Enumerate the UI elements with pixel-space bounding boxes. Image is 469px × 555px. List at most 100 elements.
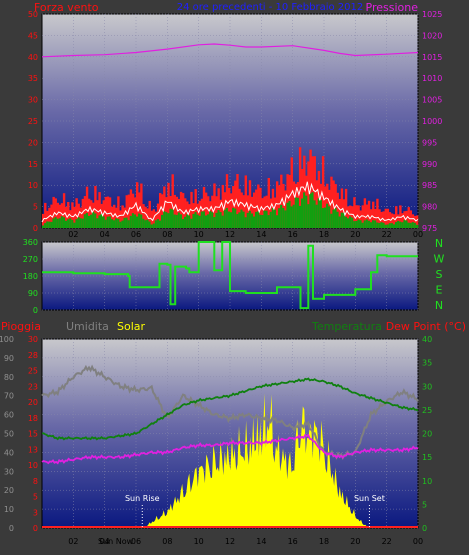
avg-wind-bar xyxy=(75,219,78,228)
gust-bar xyxy=(361,205,364,228)
gust-bar xyxy=(225,174,229,228)
avg-wind-bar xyxy=(121,220,124,228)
avg-wind-bar xyxy=(133,214,137,228)
avg-wind-bar xyxy=(217,210,220,228)
avg-wind-bar xyxy=(246,212,250,228)
wind-label: Forza vento xyxy=(34,1,99,14)
avg-wind-bar xyxy=(372,220,375,228)
avg-wind-bar xyxy=(152,223,156,228)
avg-wind-bar xyxy=(50,221,53,228)
x-tick-label: 16 xyxy=(288,230,298,239)
avg-wind-bar xyxy=(73,222,76,228)
gust-bar xyxy=(236,174,239,228)
avg-wind-bar xyxy=(259,214,262,228)
avg-wind-bar xyxy=(127,220,131,228)
x-tick-label: 16 xyxy=(288,537,298,546)
compass-label: N xyxy=(435,237,443,250)
avg-wind-bar xyxy=(405,220,408,228)
avg-wind-bar xyxy=(280,204,283,228)
rain-tick-label: 30 xyxy=(28,335,38,344)
gust-bar xyxy=(133,197,137,228)
humidity-tick-label: 100 xyxy=(0,335,14,344)
gust-bar xyxy=(85,186,89,228)
wind-tick-label: 35 xyxy=(28,74,38,83)
avg-wind-bar xyxy=(336,211,339,228)
gust-bar xyxy=(315,180,319,228)
gust-bar xyxy=(52,196,55,228)
x-tick-label: 04 xyxy=(100,230,110,239)
avg-wind-bar xyxy=(161,214,164,228)
pressure-tick-label: 1000 xyxy=(422,117,442,126)
gust-bar xyxy=(392,214,396,228)
gust-bar xyxy=(307,161,310,228)
avg-wind-bar xyxy=(257,211,260,228)
pressure-tick-label: 1010 xyxy=(422,74,442,83)
avg-wind-bar xyxy=(252,216,256,228)
gust-bar xyxy=(202,186,206,228)
avg-wind-bar xyxy=(411,222,415,228)
avg-wind-bar xyxy=(311,192,314,228)
avg-wind-bar xyxy=(196,214,199,228)
temperature-line xyxy=(41,377,419,441)
avg-wind-bar xyxy=(108,216,112,228)
gust-bar xyxy=(108,197,112,228)
gust-bar xyxy=(248,180,252,228)
pressure-tick-label: 1025 xyxy=(422,10,442,19)
avg-wind-bar xyxy=(179,214,183,228)
chart-title: 24 ore precedenti - 10 Febbraio 2012 xyxy=(177,2,364,13)
pressure-tick-label: 995 xyxy=(422,138,437,147)
gust-bar xyxy=(380,211,383,228)
avg-wind-bar xyxy=(403,220,406,228)
gust-bar xyxy=(278,185,281,228)
x-tick-label: 12 xyxy=(225,230,235,239)
avg-wind-bar xyxy=(305,195,308,228)
wind-pressure-series xyxy=(41,43,419,228)
gust-bar xyxy=(284,190,287,228)
avg-wind-bar xyxy=(219,211,222,228)
rain-tick-label: 28 xyxy=(28,351,38,360)
temp-tick-label: 25 xyxy=(422,406,432,415)
sun-rise-label: Sun Rise xyxy=(125,494,160,503)
avg-wind-bar xyxy=(42,225,45,228)
wind-line xyxy=(41,181,419,223)
avg-wind-bar xyxy=(332,209,335,228)
avg-wind-bar xyxy=(52,218,55,228)
avg-wind-bar xyxy=(92,211,95,228)
avg-wind-bar xyxy=(378,223,381,228)
avg-wind-bar xyxy=(307,204,310,228)
pressure-label: Pressione xyxy=(366,1,419,14)
gust-bar xyxy=(44,202,47,228)
avg-wind-bar xyxy=(129,215,133,228)
avg-wind-bar xyxy=(209,211,212,228)
avg-wind-bar xyxy=(330,213,333,228)
avg-wind-bar xyxy=(386,224,390,228)
gust-bar xyxy=(148,200,151,228)
gust-bar xyxy=(58,204,62,228)
avg-wind-bar xyxy=(355,221,358,228)
avg-wind-bar xyxy=(369,222,373,228)
humidity-tick-label: 40 xyxy=(4,448,14,457)
gust-bar xyxy=(411,214,415,228)
avg-wind-bar xyxy=(156,219,160,228)
temp-tick-label: 10 xyxy=(422,477,432,486)
avg-wind-bar xyxy=(236,214,239,228)
avg-wind-bar xyxy=(102,216,105,228)
direction-tick-label: 0 xyxy=(33,306,38,315)
avg-wind-bar xyxy=(255,211,258,228)
gust-bar xyxy=(213,183,216,228)
x-tick-label: 06 xyxy=(131,537,141,546)
wind-tick-label: 15 xyxy=(28,160,38,169)
temp-tick-label: 40 xyxy=(422,335,432,344)
humidity-tick-label: 10 xyxy=(4,505,14,514)
sun-set-label: Sun Set xyxy=(354,494,385,503)
gust-bar xyxy=(338,198,342,228)
avg-wind-bar xyxy=(303,192,306,228)
avg-wind-bar xyxy=(319,199,323,228)
humidity-label: Umidita xyxy=(66,320,109,333)
wind-tick-label: 5 xyxy=(33,203,38,212)
x-tick-label: 10 xyxy=(194,537,204,546)
gust-bar xyxy=(131,193,135,228)
avg-wind-bar xyxy=(278,208,281,228)
gust-bar xyxy=(171,174,174,228)
gust-bar xyxy=(321,156,325,228)
